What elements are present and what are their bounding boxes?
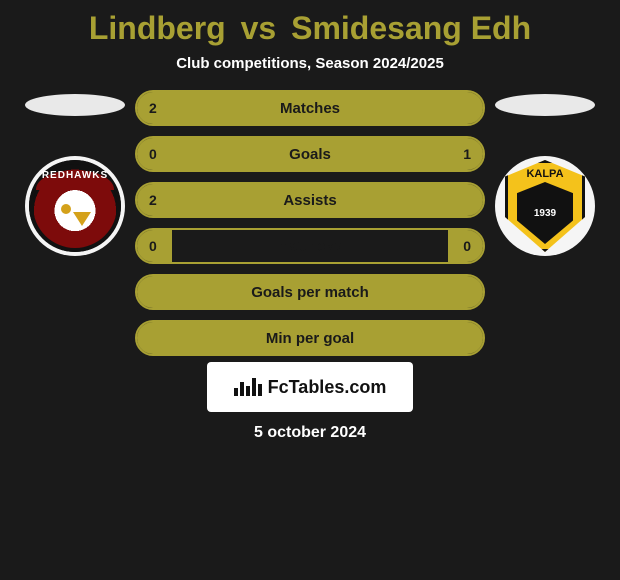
hawk-beak-icon: [73, 212, 91, 226]
stat-label: Min per goal: [137, 330, 483, 347]
team-a-name: REDHAWKS: [29, 170, 121, 181]
stat-label: Assists: [137, 192, 483, 209]
kalpa-inner-shield-icon: 1939: [517, 182, 573, 244]
team-b-badge: KALPA 1939: [495, 156, 595, 256]
stats-column: 2Matches 01Goals 2Assists 00Hattricks Goals …: [135, 90, 485, 356]
stat-label: Matches: [137, 100, 483, 117]
stat-row: 00Hattricks: [135, 228, 485, 264]
kalpa-shield-icon: KALPA 1939: [505, 160, 585, 252]
stat-label: Goals per match: [137, 284, 483, 301]
title-player-b: Smidesang Edh: [291, 10, 531, 46]
player-b-photo-placeholder: [495, 94, 595, 116]
kalpa-logo-icon: KALPA 1939: [502, 158, 588, 254]
team-b-year: 1939: [534, 208, 556, 219]
bar-chart-icon: [234, 378, 262, 396]
stat-label: Goals: [137, 146, 483, 163]
stat-row: Goals per match: [135, 274, 485, 310]
date-text: 5 october 2024: [254, 424, 366, 442]
stat-label: Hattricks: [137, 238, 483, 255]
team-b-name: KALPA: [526, 168, 563, 180]
stat-row: 2Assists: [135, 182, 485, 218]
title-player-a: Lindberg: [89, 10, 226, 46]
title-vs: vs: [241, 10, 277, 46]
redhawks-logo-icon: REDHAWKS: [29, 160, 121, 252]
comparison-card: Lindberg vs Smidesang Edh Club competiti…: [0, 0, 620, 442]
page-title: Lindberg vs Smidesang Edh: [89, 10, 531, 47]
subtitle: Club competitions, Season 2024/2025: [176, 55, 444, 72]
player-a-photo-placeholder: [25, 94, 125, 116]
hawk-eye-icon: [61, 204, 71, 214]
side-left: REDHAWKS: [15, 90, 135, 256]
body-row: REDHAWKS 2Matches 01Goals 2Assists 00Hattri…: [0, 90, 620, 356]
stat-row: 2Matches: [135, 90, 485, 126]
stat-row: 01Goals: [135, 136, 485, 172]
brand-badge[interactable]: FcTables.com: [207, 362, 413, 412]
team-a-badge: REDHAWKS: [25, 156, 125, 256]
side-right: KALPA 1939: [485, 90, 605, 256]
brand-text: FcTables.com: [268, 377, 387, 398]
stat-row: Min per goal: [135, 320, 485, 356]
